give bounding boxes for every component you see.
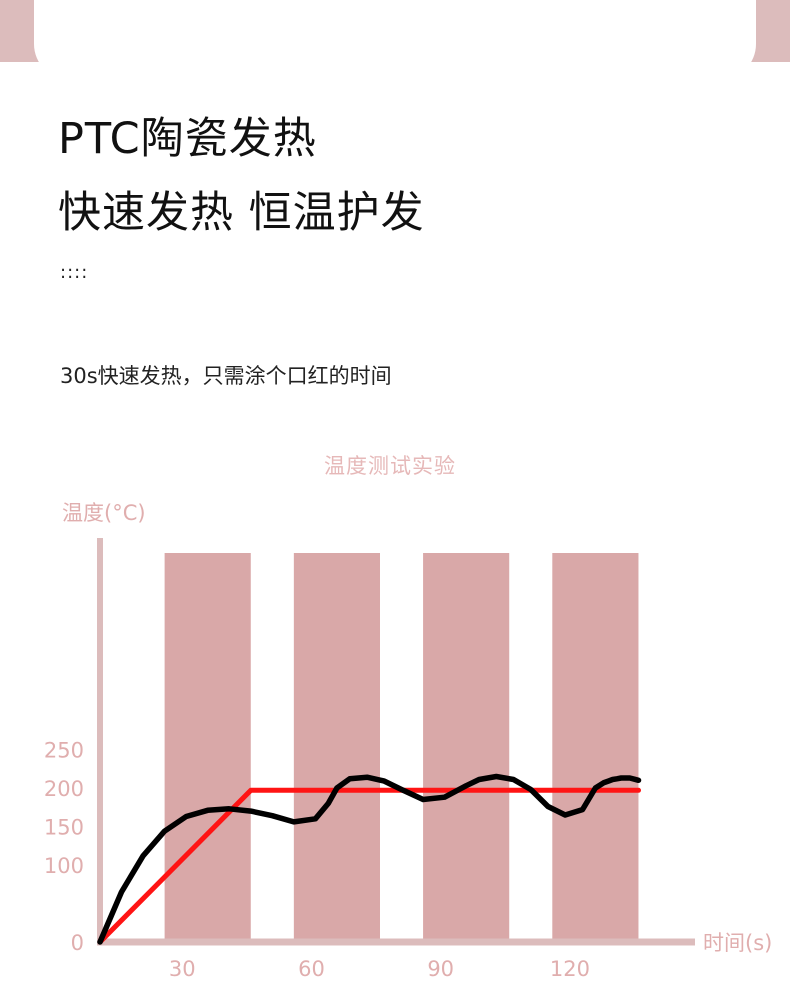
x-tick-label: 60 — [298, 957, 325, 981]
background-bar-1 — [164, 553, 251, 942]
y-axis-label: 温度(°C) — [62, 501, 146, 525]
dots-decoration: :::: — [60, 262, 89, 283]
headline-line-2: 快速发热 恒温护发 — [58, 188, 425, 238]
y-tick-label: 100 — [44, 854, 84, 878]
x-tick-label: 30 — [169, 957, 196, 981]
background-bar-3 — [423, 553, 510, 942]
y-tick-label: 0 — [71, 931, 84, 955]
chart-title: 温度测试实验 — [324, 454, 456, 478]
measured-temperature-line — [97, 773, 642, 945]
header-card — [34, 0, 756, 80]
y-tick-label: 150 — [44, 816, 84, 840]
x-axis-label: 时间(s) — [703, 931, 772, 955]
background-bar-4 — [552, 553, 639, 942]
y-tick-label: 200 — [44, 777, 84, 801]
subtitle: 30s快速发热，只需涂个口红的时间 — [60, 364, 392, 388]
background-bar-2 — [293, 553, 380, 942]
x-tick-label: 90 — [427, 957, 454, 981]
y-tick-label: 250 — [44, 739, 84, 763]
x-tick-label: 120 — [550, 957, 590, 981]
headline-line-1: PTC陶瓷发热 — [58, 114, 317, 164]
target-temperature-line — [97, 787, 641, 945]
